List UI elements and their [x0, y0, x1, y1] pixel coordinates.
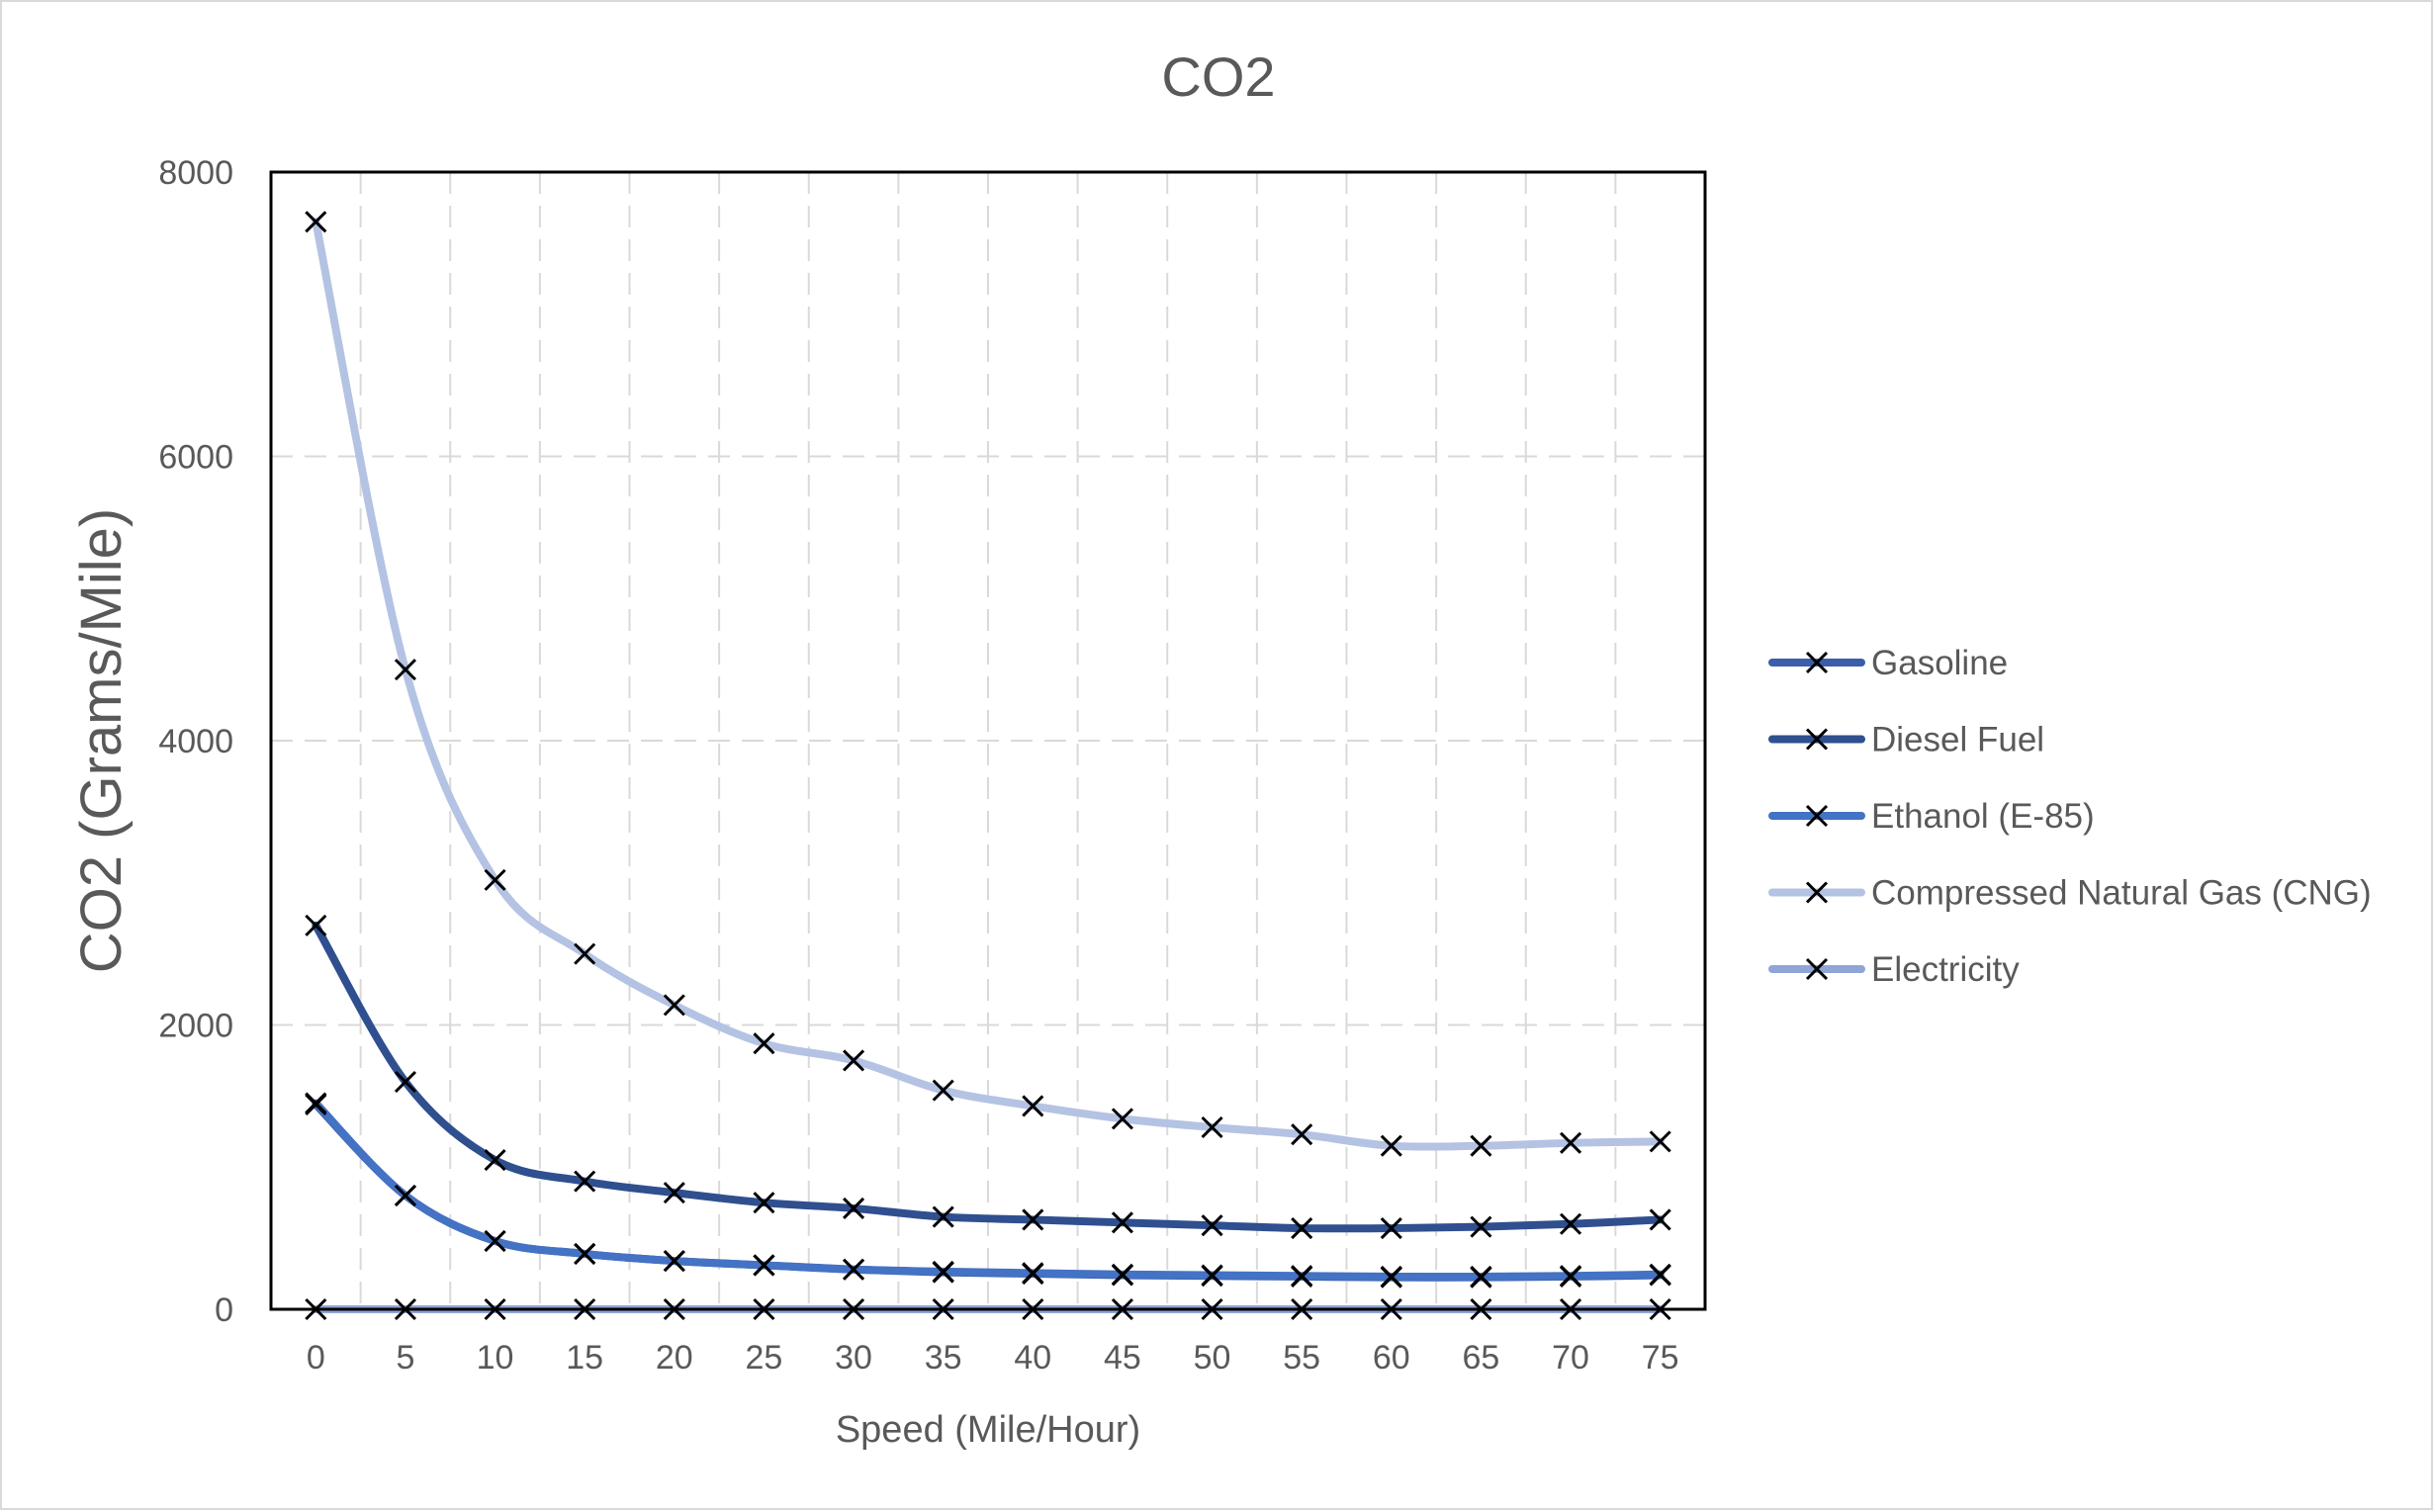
data-point-marker — [663, 1182, 685, 1204]
data-point-marker — [1649, 1263, 1671, 1286]
data-point-marker — [1380, 1134, 1402, 1157]
data-point-marker — [932, 1205, 954, 1228]
data-point-marker — [1380, 1265, 1402, 1288]
data-point-marker — [1111, 1108, 1133, 1130]
data-point-marker — [394, 1070, 416, 1094]
data-point-marker — [1380, 1217, 1402, 1240]
data-point-marker — [574, 1170, 596, 1193]
legend-label: Electricity — [1871, 950, 2020, 989]
data-point-marker — [1291, 1217, 1313, 1240]
data-point-marker — [1022, 1095, 1044, 1117]
data-point-marker — [574, 1242, 596, 1265]
x-axis-title: Speed (Mile/Hour) — [836, 1409, 1140, 1451]
x-tick-label: 15 — [566, 1339, 603, 1377]
legend: Gasoline Diesel Fuel Ethanol (E-85) Compres… — [1768, 644, 2372, 989]
y-axis-ticks: 0 2000 4000 6000 8000 — [158, 154, 233, 1329]
data-point-marker — [753, 1254, 775, 1277]
data-point-marker — [1560, 1212, 1582, 1235]
data-point-marker — [305, 1092, 327, 1114]
data-point-marker — [1470, 1215, 1492, 1238]
x-tick-label: 75 — [1642, 1339, 1679, 1377]
x-tick-label: 5 — [396, 1339, 414, 1377]
data-point-marker — [1111, 1263, 1133, 1286]
data-point-marker — [1470, 1265, 1492, 1288]
x-tick-label: 20 — [656, 1339, 693, 1377]
y-tick-label: 4000 — [158, 723, 233, 760]
x-tick-label: 35 — [925, 1339, 962, 1377]
y-tick-label: 0 — [215, 1291, 233, 1329]
data-point-marker — [1201, 1264, 1223, 1287]
data-point-marker — [843, 1049, 865, 1072]
legend-item: Diesel Fuel — [1768, 721, 2044, 759]
data-point-marker — [932, 1260, 954, 1283]
data-point-marker — [1291, 1265, 1313, 1288]
legend-item: Ethanol (E-85) — [1768, 797, 2095, 836]
data-point-marker — [574, 942, 596, 965]
data-point-marker — [394, 1184, 416, 1207]
x-tick-label: 45 — [1104, 1339, 1141, 1377]
x-tick-label: 50 — [1194, 1339, 1231, 1377]
x-tick-label: 10 — [477, 1339, 514, 1377]
legend-label: Ethanol (E-85) — [1871, 797, 2095, 836]
data-point-marker — [1111, 1211, 1133, 1234]
data-point-marker — [1560, 1131, 1582, 1154]
data-point-marker — [1291, 1123, 1313, 1146]
series-line-2 — [312, 1099, 1665, 1282]
y-axis-title: CO2 (Grams/Mile) — [69, 508, 134, 973]
data-point-marker — [843, 1197, 865, 1219]
x-tick-label: 0 — [307, 1339, 325, 1377]
data-point-marker — [663, 1250, 685, 1273]
marker-layer — [305, 211, 1671, 1321]
legend-item: Electricity — [1768, 950, 2020, 989]
y-tick-label: 2000 — [158, 1008, 233, 1045]
x-tick-label: 30 — [835, 1339, 872, 1377]
data-point-marker — [1470, 1134, 1492, 1157]
data-point-marker — [484, 868, 506, 891]
x-tick-label: 65 — [1463, 1339, 1500, 1377]
legend-marker — [1805, 957, 1829, 981]
x-axis-ticks: 0 5 10 15 20 25 30 35 40 45 50 55 60 65 70 75 — [307, 1339, 1679, 1377]
data-point-marker — [1560, 1265, 1582, 1288]
legend-label: Diesel Fuel — [1871, 721, 2044, 759]
legend-item: Gasoline — [1768, 644, 2008, 682]
x-tick-label: 40 — [1014, 1339, 1051, 1377]
legend-marker — [1805, 651, 1829, 674]
legend-marker — [1805, 728, 1829, 751]
data-point-marker — [484, 1229, 506, 1253]
data-point-marker — [932, 1079, 954, 1102]
data-point-marker — [305, 914, 327, 936]
data-point-marker — [484, 1149, 506, 1172]
data-point-marker — [753, 1192, 775, 1214]
chart-title: CO2 — [1161, 45, 1275, 108]
data-point-marker — [843, 1258, 865, 1281]
x-tick-label: 60 — [1373, 1339, 1410, 1377]
data-point-marker — [753, 1032, 775, 1055]
x-tick-label: 25 — [746, 1339, 783, 1377]
data-point-marker — [1649, 1208, 1671, 1231]
y-tick-label: 8000 — [158, 154, 233, 192]
x-tick-label: 55 — [1283, 1339, 1320, 1377]
data-point-marker — [1022, 1208, 1044, 1231]
data-point-marker — [1649, 1130, 1671, 1153]
y-tick-label: 6000 — [158, 439, 233, 477]
data-point-marker — [1022, 1262, 1044, 1285]
legend-item: Compressed Natural Gas (CNG) — [1768, 874, 2372, 913]
data-point-marker — [394, 659, 416, 681]
legend-marker — [1805, 881, 1829, 904]
grid-lines — [271, 172, 1705, 1309]
legend-marker — [1805, 804, 1829, 828]
data-point-marker — [663, 994, 685, 1017]
x-tick-label: 70 — [1552, 1339, 1589, 1377]
series-line-3 — [312, 218, 1665, 1151]
data-point-marker — [305, 211, 327, 233]
legend-label: Compressed Natural Gas (CNG) — [1871, 874, 2372, 913]
data-point-marker — [1201, 1214, 1223, 1237]
data-point-marker — [1201, 1115, 1223, 1139]
legend-label: Gasoline — [1871, 644, 2008, 682]
plot-area — [269, 170, 1707, 1311]
